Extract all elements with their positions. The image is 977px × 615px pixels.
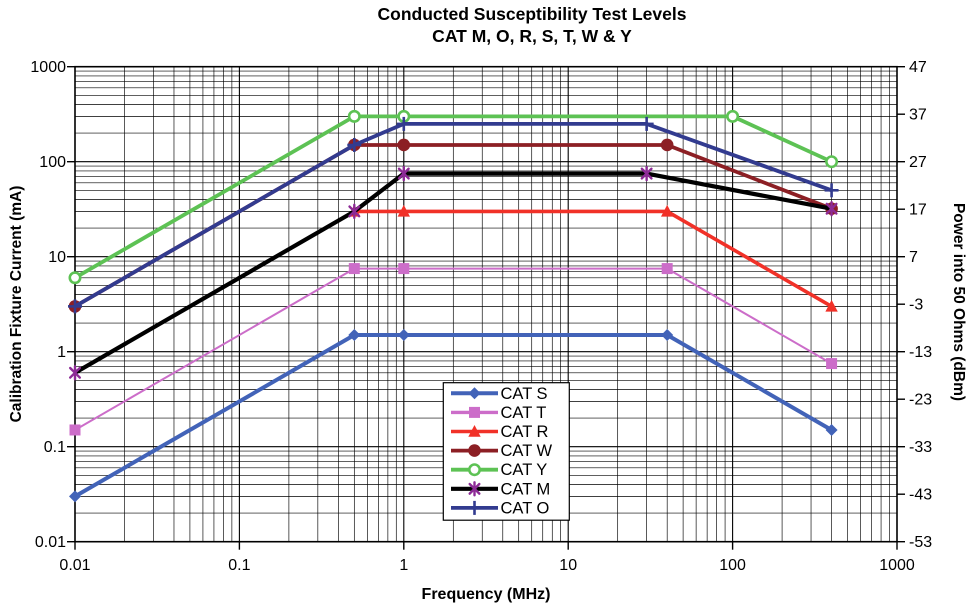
- legend-label: CAT Y: [501, 461, 548, 479]
- series-markers-cat-t: [69, 263, 838, 436]
- legend-label: CAT O: [501, 499, 550, 517]
- series-markers-cat-m: [68, 165, 838, 381]
- legend-label: CAT S: [501, 385, 548, 403]
- right-y-tick-label: -23: [909, 392, 932, 409]
- legend-item-cat-y: CAT Y: [451, 461, 547, 479]
- series-cat-t: [69, 263, 838, 436]
- tick-labels: 0.01 0.1 1 10 100 1000 1000 100 10 1 0.1 0.01 47 37 27…: [30, 59, 932, 574]
- right-y-tick-label: -43: [909, 487, 932, 504]
- x-tick-label: 10: [559, 557, 577, 574]
- x-tick-label: 100: [719, 557, 746, 574]
- x-tick-label: 0.1: [228, 557, 250, 574]
- legend-item-cat-m: CAT M: [451, 480, 550, 498]
- legend-item-cat-r: CAT R: [451, 423, 549, 441]
- left-y-tick-label: 0.1: [44, 439, 66, 456]
- right-y-tick-label: 47: [909, 59, 927, 76]
- legend-label: CAT M: [501, 480, 551, 498]
- legend-label: CAT R: [501, 423, 549, 441]
- left-y-tick-label: 10: [48, 249, 66, 266]
- left-y-tick-label: 0.01: [35, 534, 66, 551]
- legend-item-cat-o: CAT O: [451, 499, 550, 517]
- right-y-tick-label: -53: [909, 534, 932, 551]
- x-tick-label: 1000: [879, 557, 915, 574]
- right-y-tick-label: 7: [909, 249, 918, 266]
- series-cat-o: [68, 116, 839, 314]
- chart-title-block: Conducted Susceptibility Test Levels CAT…: [378, 3, 687, 47]
- data-series: [68, 109, 839, 503]
- series-markers-cat-s: [69, 328, 838, 503]
- chart-subtitle: CAT M, O, R, S, T, W & Y: [432, 26, 632, 46]
- legend-label: CAT W: [501, 442, 553, 460]
- legend-label: CAT T: [501, 404, 547, 422]
- right-y-tick-label: -13: [909, 344, 932, 361]
- x-axis-title: Frequency (MHz): [421, 586, 551, 603]
- right-y-tick-label: 17: [909, 202, 927, 219]
- x-tick-label: 0.01: [59, 557, 90, 574]
- legend-item-cat-w: CAT W: [451, 442, 553, 460]
- left-y-tick-label: 1: [57, 344, 66, 361]
- series-markers-cat-o: [68, 116, 839, 314]
- legend-item-cat-t: CAT T: [451, 404, 546, 422]
- series-cat-s: [69, 328, 838, 503]
- series-cat-r: [348, 204, 838, 312]
- left-y-tick-label: 100: [39, 154, 66, 171]
- right-y-tick-label: 37: [909, 107, 927, 124]
- legend-item-cat-s: CAT S: [451, 385, 548, 403]
- series-cat-y: [68, 109, 839, 285]
- right-y-tick-label: -3: [909, 297, 923, 314]
- series-markers-cat-y: [68, 109, 839, 285]
- chart-title: Conducted Susceptibility Test Levels: [377, 4, 687, 24]
- right-y-tick-label: 27: [909, 154, 927, 171]
- series-markers-cat-r: [348, 204, 838, 312]
- left-y-tick-label: 1000: [30, 59, 66, 76]
- series-cat-m: [68, 165, 838, 381]
- right-y-tick-label: -33: [909, 439, 932, 456]
- x-tick-label: 1: [399, 557, 408, 574]
